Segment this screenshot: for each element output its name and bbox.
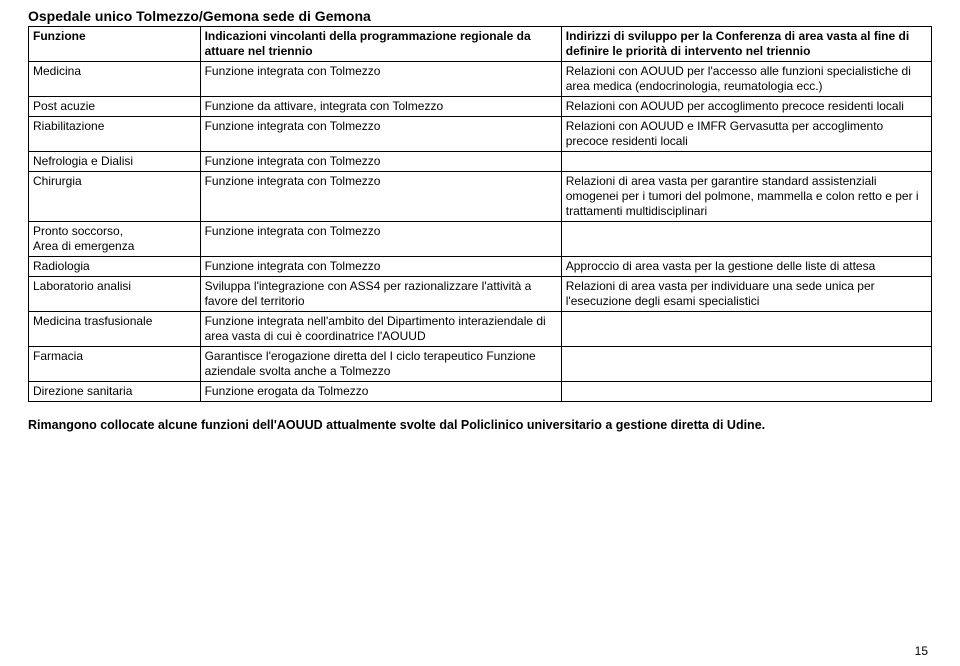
function-table: Funzione Indicazioni vincolanti della pr…	[28, 26, 932, 402]
cell-indicazioni: Funzione integrata con Tolmezzo	[200, 257, 561, 277]
table-row: Pronto soccorso,Area di emergenzaFunzion…	[29, 222, 932, 257]
cell-funzione: Farmacia	[29, 347, 201, 382]
table-row: Medicina trasfusionaleFunzione integrata…	[29, 312, 932, 347]
table-row: Post acuzieFunzione da attivare, integra…	[29, 97, 932, 117]
table-row: RiabilitazioneFunzione integrata con Tol…	[29, 117, 932, 152]
page-number: 15	[915, 644, 928, 658]
table-row: MedicinaFunzione integrata con TolmezzoR…	[29, 62, 932, 97]
cell-indirizzi: Approccio di area vasta per la gestione …	[561, 257, 931, 277]
cell-indicazioni: Funzione integrata con Tolmezzo	[200, 172, 561, 222]
cell-indirizzi: Relazioni di area vasta per garantire st…	[561, 172, 931, 222]
table-row: ChirurgiaFunzione integrata con Tolmezzo…	[29, 172, 932, 222]
cell-funzione: Laboratorio analisi	[29, 277, 201, 312]
cell-indirizzi	[561, 152, 931, 172]
cell-indicazioni: Funzione integrata con Tolmezzo	[200, 62, 561, 97]
page-title: Ospedale unico Tolmezzo/Gemona sede di G…	[28, 8, 932, 24]
cell-indirizzi: Relazioni con AOUUD per accoglimento pre…	[561, 97, 931, 117]
cell-funzione: Riabilitazione	[29, 117, 201, 152]
cell-funzione: Medicina	[29, 62, 201, 97]
cell-indicazioni: Funzione integrata con Tolmezzo	[200, 117, 561, 152]
footer-note: Rimangono collocate alcune funzioni dell…	[28, 418, 932, 432]
cell-indicazioni: Funzione integrata con Tolmezzo	[200, 152, 561, 172]
cell-indicazioni: Garantisce l'erogazione diretta del I ci…	[200, 347, 561, 382]
table-row: Direzione sanitariaFunzione erogata da T…	[29, 382, 932, 402]
cell-indirizzi	[561, 222, 931, 257]
cell-indicazioni: Funzione integrata con Tolmezzo	[200, 222, 561, 257]
cell-funzione: Chirurgia	[29, 172, 201, 222]
table-row: Laboratorio analisiSviluppa l'integrazio…	[29, 277, 932, 312]
cell-funzione: Nefrologia e Dialisi	[29, 152, 201, 172]
cell-funzione: Medicina trasfusionale	[29, 312, 201, 347]
document-page: Ospedale unico Tolmezzo/Gemona sede di G…	[0, 0, 960, 666]
col-header-indicazioni: Indicazioni vincolanti della programmazi…	[200, 27, 561, 62]
cell-indicazioni: Sviluppa l'integrazione con ASS4 per raz…	[200, 277, 561, 312]
table-header-row: Funzione Indicazioni vincolanti della pr…	[29, 27, 932, 62]
table-row: FarmaciaGarantisce l'erogazione diretta …	[29, 347, 932, 382]
cell-indirizzi	[561, 312, 931, 347]
cell-indicazioni: Funzione erogata da Tolmezzo	[200, 382, 561, 402]
cell-funzione: Direzione sanitaria	[29, 382, 201, 402]
table-row: Nefrologia e DialisiFunzione integrata c…	[29, 152, 932, 172]
table-row: RadiologiaFunzione integrata con Tolmezz…	[29, 257, 932, 277]
cell-funzione: Post acuzie	[29, 97, 201, 117]
cell-indirizzi: Relazioni con AOUUD e IMFR Gervasutta pe…	[561, 117, 931, 152]
cell-indirizzi: Relazioni con AOUUD per l'accesso alle f…	[561, 62, 931, 97]
cell-indicazioni: Funzione integrata nell'ambito del Dipar…	[200, 312, 561, 347]
cell-indirizzi	[561, 347, 931, 382]
col-header-indirizzi: Indirizzi di sviluppo per la Conferenza …	[561, 27, 931, 62]
cell-indicazioni: Funzione da attivare, integrata con Tolm…	[200, 97, 561, 117]
cell-indirizzi: Relazioni di area vasta per individuare …	[561, 277, 931, 312]
cell-funzione: Radiologia	[29, 257, 201, 277]
col-header-funzione: Funzione	[29, 27, 201, 62]
cell-indirizzi	[561, 382, 931, 402]
cell-funzione: Pronto soccorso,Area di emergenza	[29, 222, 201, 257]
